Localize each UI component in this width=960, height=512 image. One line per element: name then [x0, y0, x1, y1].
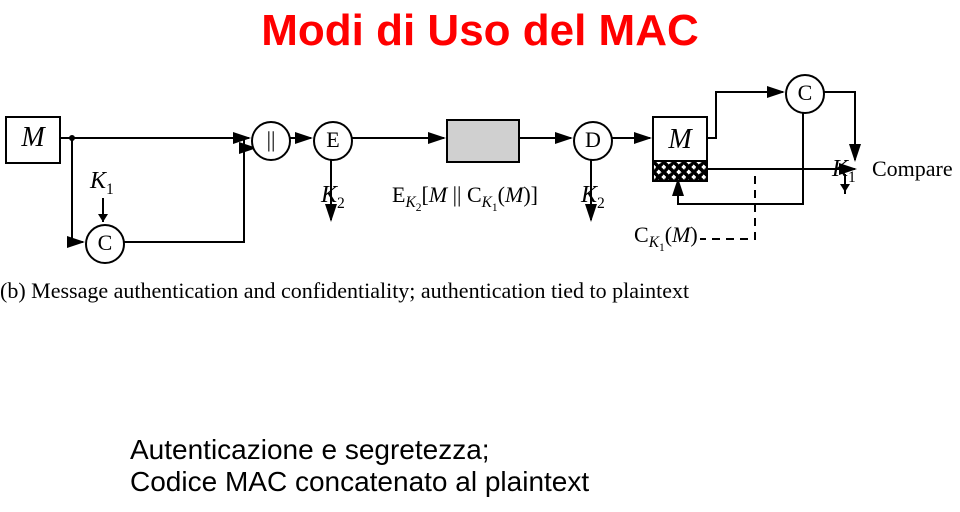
compare-label: Compare	[872, 156, 953, 182]
page-title: Modi di Uso del MAC	[0, 6, 960, 56]
node-mac-hatched	[652, 160, 708, 182]
node-concat: ||	[251, 121, 291, 161]
node-c-sender-label: C	[98, 230, 113, 255]
footer-text: Autenticazione e segretezza; Codice MAC …	[130, 434, 960, 498]
node-decrypt-label: D	[585, 127, 601, 152]
node-c-sender: C	[85, 224, 125, 264]
ciphertext-expr: EK2[M || CK1(M)]	[392, 182, 538, 214]
k1-sender-label: K1	[90, 168, 114, 199]
footer-line1: Autenticazione e segretezza;	[130, 434, 960, 466]
node-decrypt: D	[573, 121, 613, 161]
node-m-source-label: M	[7, 122, 59, 154]
node-m-recovered: M	[652, 116, 708, 164]
node-c-receiver: C	[785, 74, 825, 114]
diagram-area: M || E D M C C Compare K1 K2 K2 K1 EK2[M…	[0, 74, 960, 354]
node-m-recovered-label: M	[654, 118, 706, 162]
node-encrypt: E	[313, 121, 353, 161]
k2-decrypt-label: K2	[581, 182, 605, 213]
k2-encrypt-label: K2	[321, 182, 345, 213]
node-ciphertext-block	[446, 119, 520, 163]
node-c-receiver-label: C	[798, 80, 813, 105]
k1-receiver-label: K1	[832, 156, 856, 187]
node-encrypt-label: E	[326, 127, 339, 152]
node-m-source: M	[5, 116, 61, 164]
diagram-caption: (b) Message authentication and confident…	[0, 278, 689, 304]
mac-expr: CK1(M)	[634, 222, 698, 254]
footer-line2: Codice MAC concatenato al plaintext	[130, 466, 960, 498]
node-concat-label: ||	[267, 127, 276, 152]
